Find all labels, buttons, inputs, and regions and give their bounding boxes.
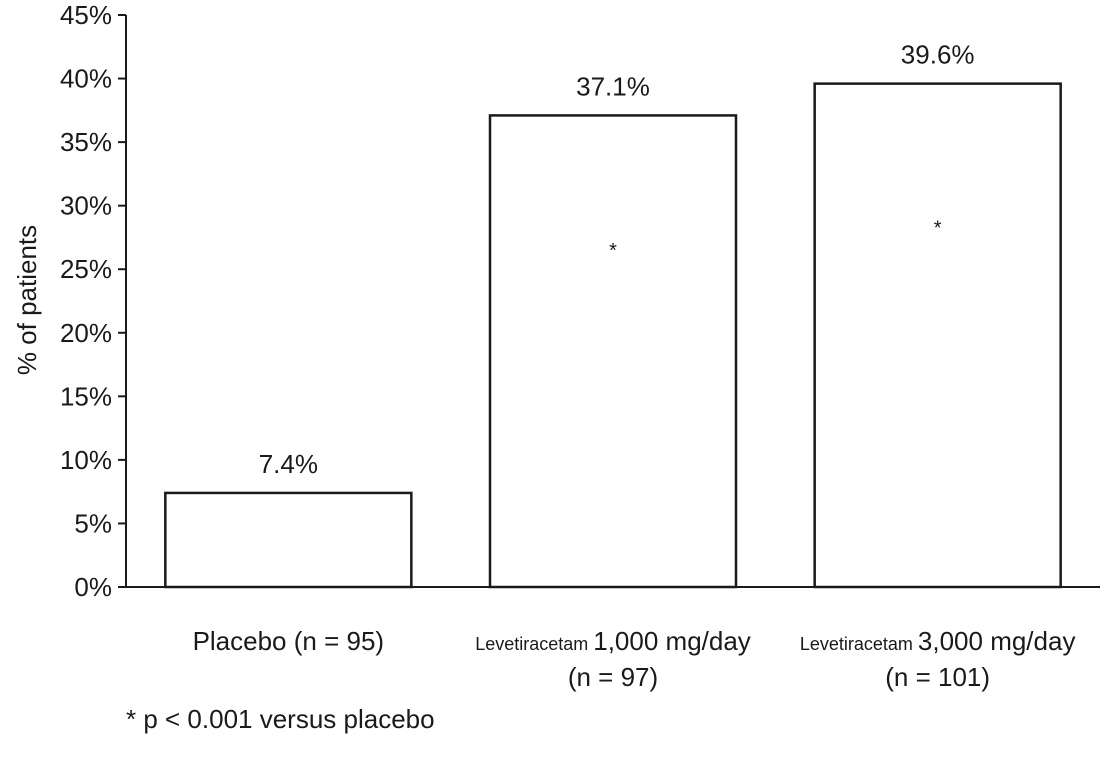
y-tick-label: 25% [60,254,112,284]
category-labels: Placebo (n = 95) Levetiracetam 1,000 mg/d… [193,626,1076,692]
y-axis-title: % of patients [12,225,42,375]
category-label: Placebo (n = 95) [193,626,385,656]
bar-value-label: 7.4% [259,449,318,479]
category-label-sample-size: (n = 97) [568,662,658,692]
significance-marker: * [609,240,617,262]
y-tick-label: 15% [60,381,112,411]
bar [164,491,413,589]
y-tick-label: 40% [60,64,112,94]
y-tick-label: 5% [74,508,112,538]
bar-value-label: 37.1% [576,71,650,101]
y-tick-label: 0% [74,572,112,602]
y-tick-label: 45% [60,0,112,30]
data-labels: 7.4% 37.1% * 39.6% * [259,40,975,479]
bar [488,114,738,589]
category-label: Levetiracetam 1,000 mg/day [475,626,751,656]
category-label: Levetiracetam 3,000 mg/day [800,626,1076,656]
y-tick-label: 20% [60,318,112,348]
bar-value-label: 39.6% [901,40,975,70]
y-tick-label: 10% [60,445,112,475]
y-tick-label: 35% [60,127,112,157]
significance-marker: * [934,218,942,240]
y-tick-label: 30% [60,191,112,221]
bar [813,82,1062,589]
bars [164,82,1062,589]
y-axis: 0% 5% 10% 15% 20% 25% 30% 35% 40% 45% [60,0,127,602]
significance-footnote: * p < 0.001 versus placebo [126,704,435,734]
category-label-sample-size: (n = 101) [885,662,990,692]
